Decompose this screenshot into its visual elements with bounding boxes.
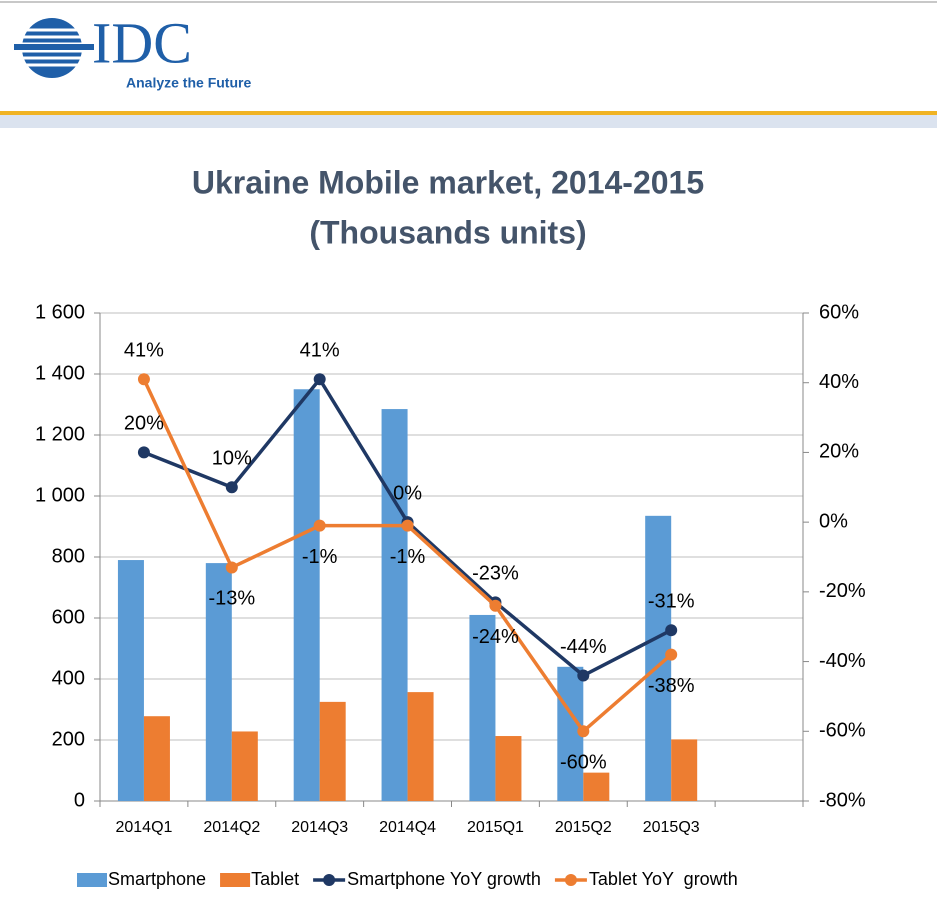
data-label: -60% <box>560 752 607 774</box>
y2-tick-label: -80% <box>819 789 866 811</box>
y2-tick-label: 60% <box>819 301 859 323</box>
y2-tick-label: 0% <box>819 510 848 532</box>
logo: IDC Analyze the Future <box>14 10 251 91</box>
data-label: -13% <box>208 588 255 610</box>
y-tick-label: 800 <box>52 545 85 567</box>
logo-tagline: Analyze the Future <box>126 75 251 91</box>
marker <box>665 648 678 661</box>
marker <box>665 624 678 637</box>
logo-text: IDC <box>92 10 192 75</box>
y-tick-label: 1 200 <box>35 423 85 445</box>
data-label: -1% <box>302 546 338 568</box>
x-tick-label: 2014Q3 <box>291 819 348 836</box>
y-tick-label: 1 000 <box>35 484 85 506</box>
legend-swatch <box>323 874 336 886</box>
chart-subtitle: (Thousands units) <box>309 214 586 250</box>
data-label: -44% <box>560 636 607 658</box>
x-tick-label: 2014Q4 <box>379 819 436 836</box>
y-tick-label: 600 <box>52 606 85 628</box>
y-tick-label: 200 <box>52 728 85 750</box>
marker <box>401 519 414 532</box>
legend-swatch <box>564 874 577 886</box>
bar <box>319 701 346 801</box>
bar <box>407 692 434 801</box>
marker <box>225 481 238 494</box>
y-tick-label: 1 400 <box>35 362 85 384</box>
y2-tick-label: -20% <box>819 580 866 602</box>
marker <box>577 669 590 682</box>
bar <box>381 409 408 801</box>
bar <box>293 389 320 801</box>
bar <box>231 731 258 801</box>
bar <box>205 563 232 801</box>
marker <box>137 446 150 459</box>
legend-swatch <box>220 873 251 887</box>
bar <box>583 772 610 801</box>
y2-tick-label: -40% <box>819 650 866 672</box>
bar <box>469 614 496 801</box>
x-tick-label: 2014Q2 <box>203 819 260 836</box>
marker <box>225 561 238 574</box>
y-tick-label: 400 <box>52 667 85 689</box>
y2-tick-label: 40% <box>819 371 859 393</box>
marker <box>313 519 326 532</box>
data-label: -24% <box>472 626 519 648</box>
marker <box>137 373 150 386</box>
legend-label: Smartphone <box>108 869 206 889</box>
data-label: 10% <box>212 448 252 470</box>
bar <box>143 716 170 801</box>
x-tick-label: 2015Q1 <box>467 819 524 836</box>
data-label: 41% <box>124 340 164 362</box>
x-tick-label: 2014Q1 <box>115 819 172 836</box>
y-tick-label: 0 <box>74 789 85 811</box>
data-label: 20% <box>124 413 164 435</box>
marker <box>313 373 326 386</box>
marker <box>577 725 590 738</box>
legend-label: Tablet <box>251 869 299 889</box>
bar <box>671 739 698 801</box>
legend-swatch <box>77 873 107 887</box>
legend-label: Tablet YoY growth <box>589 869 738 889</box>
data-label: 0% <box>393 482 422 504</box>
chart-title: Ukraine Mobile market, 2014-2015 <box>192 164 704 200</box>
data-label: -38% <box>648 675 695 697</box>
data-label: -23% <box>472 563 519 585</box>
marker <box>489 599 502 612</box>
bar <box>495 736 522 801</box>
y2-tick-label: -60% <box>819 720 866 742</box>
data-label: -1% <box>390 546 426 568</box>
x-tick-label: 2015Q3 <box>643 819 700 836</box>
y2-tick-label: 20% <box>819 441 859 463</box>
bar <box>117 560 144 801</box>
legend-label: Smartphone YoY growth <box>347 869 541 889</box>
y-tick-label: 1 600 <box>35 301 85 323</box>
x-tick-label: 2015Q2 <box>555 819 612 836</box>
data-label: 41% <box>300 340 340 362</box>
gold-band <box>0 111 937 115</box>
blue-band <box>0 115 937 128</box>
data-label: -31% <box>648 590 695 612</box>
